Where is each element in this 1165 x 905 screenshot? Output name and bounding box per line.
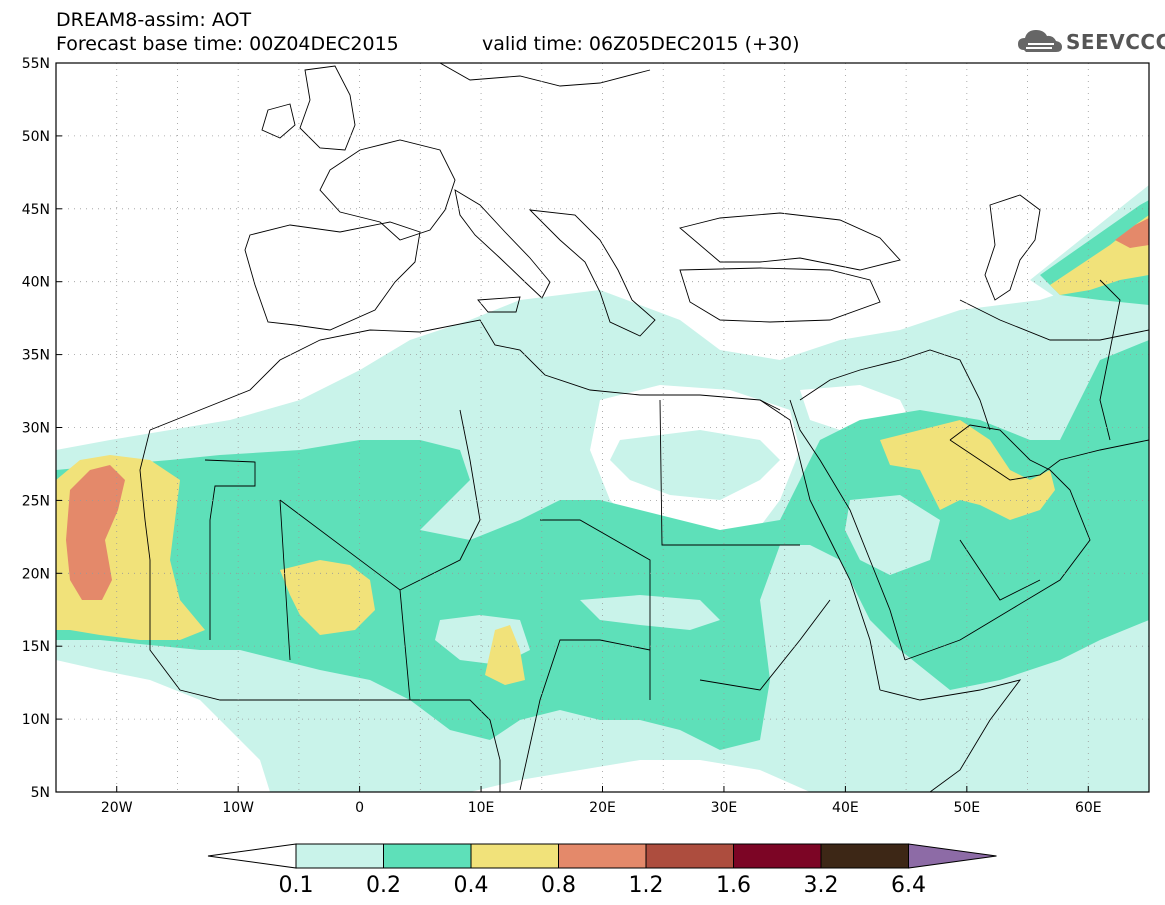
colorbar-over-arrow (908, 843, 997, 869)
lat-label: 55N (22, 56, 50, 72)
aot-contour-0.8-atlantic (66, 465, 125, 600)
lat-label: 45N (22, 202, 50, 218)
lon-label: 60E (1075, 800, 1102, 816)
lat-label: 40N (22, 275, 50, 291)
lat-label: 35N (22, 348, 50, 364)
colorbar-label: 1.2 (629, 873, 664, 898)
aot-hole-libya (610, 430, 780, 500)
aot-contour-0.4-mali (280, 560, 375, 635)
aot-contour-0.2 (56, 340, 1149, 750)
lat-label: 25N (22, 493, 50, 509)
lon-label: 10W (222, 800, 254, 816)
valid-time: valid time: 06Z05DEC2015 (+30) (482, 33, 800, 55)
colorbar-swatch (820, 843, 909, 869)
lon-label: 20W (101, 800, 133, 816)
colorbar-swatch (558, 843, 647, 869)
graticule (56, 63, 1149, 792)
logo-text: SEEVCCC (1066, 30, 1165, 54)
lat-axis: 55N 50N 45N 40N 35N 30N 25N 20N 15N 10N 5N (22, 56, 62, 801)
aot-contour-0.8-caspian (1115, 218, 1149, 248)
forecast-base-time: Forecast base time: 00Z04DEC2015 (56, 33, 399, 55)
aot-hole-arabia (845, 495, 940, 575)
colorbar-swatch (470, 843, 559, 869)
colorbar-label: 0.1 (279, 873, 314, 898)
lat-label: 15N (22, 639, 50, 655)
colorbar-label: 0.4 (454, 873, 489, 898)
colorbar-label: 1.6 (716, 873, 751, 898)
aot-contour-0.4-gulf (880, 420, 1055, 520)
lat-label: 10N (22, 712, 50, 728)
colorbar-swatch (383, 843, 472, 869)
lon-label: 40E (832, 800, 859, 816)
colorbar-label: 3.2 (804, 873, 839, 898)
lat-label: 5N (31, 785, 50, 801)
aot-contour-0.4-chad (485, 625, 525, 685)
colorbar-label: 6.4 (891, 873, 926, 898)
lon-label: 50E (953, 800, 980, 816)
lat-label: 30N (22, 421, 50, 437)
colorbar-label: 0.2 (366, 873, 401, 898)
colorbar-label: 0.8 (541, 873, 576, 898)
lon-label: 20E (589, 800, 616, 816)
colorbar-swatch (295, 843, 384, 869)
cloud-icon (1018, 30, 1062, 52)
colorbar-swatch (645, 843, 734, 869)
colorbar: 0.1 0.2 0.4 0.8 1.2 1.6 3.2 6.4 (207, 843, 997, 898)
lon-label: 30E (711, 800, 738, 816)
lon-label: 0 (355, 800, 364, 816)
colorbar-swatch (733, 843, 822, 869)
map-title: DREAM8-assim: AOT (56, 9, 252, 31)
coastlines (139, 63, 1149, 792)
aot-field (56, 63, 1149, 792)
lat-label: 20N (22, 566, 50, 582)
lon-label: 10E (468, 800, 495, 816)
colorbar-under-arrow (207, 843, 297, 869)
lat-label: 50N (22, 129, 50, 145)
lon-axis: 20W 10W 0 10E 20E 30E 40E 50E 60E (101, 786, 1102, 816)
